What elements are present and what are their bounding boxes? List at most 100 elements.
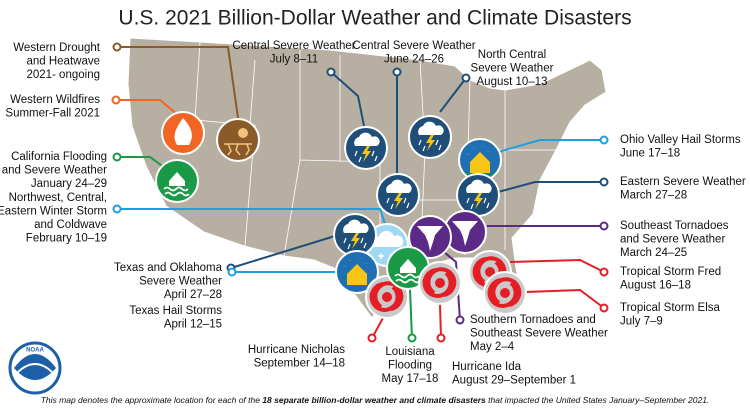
leader-line bbox=[443, 251, 461, 321]
leader-line bbox=[525, 288, 605, 309]
event-label: June 24–26 bbox=[384, 54, 444, 66]
icon-glyph bbox=[418, 121, 444, 135]
icon-severe bbox=[333, 213, 377, 257]
event-label: July 8–11 bbox=[270, 54, 318, 66]
icon-severe bbox=[344, 126, 388, 170]
event-label: Central Severe Weather bbox=[352, 40, 475, 52]
event-label: and Severe Weather bbox=[620, 234, 725, 246]
icon-glyph bbox=[351, 233, 360, 249]
event-label: Southern Tornadoes and bbox=[470, 314, 596, 326]
leader-dot bbox=[461, 73, 471, 83]
leader-line bbox=[439, 303, 442, 339]
disaster-icons bbox=[155, 111, 527, 319]
footnote-emphasis: 18 separate billion-dollar weather and c… bbox=[262, 395, 486, 405]
icon-glyph bbox=[452, 221, 478, 246]
event-label: Tropical Storm Elsa bbox=[620, 302, 721, 314]
icon-glyph bbox=[354, 132, 380, 146]
event-label: Texas and Oklahoma bbox=[114, 262, 223, 274]
leader-dot bbox=[227, 267, 237, 277]
event-label: Ohio Valley Hail Storms bbox=[620, 134, 741, 146]
event-label: Southeast Tornadoes bbox=[620, 220, 729, 232]
event-label: Western Drought bbox=[13, 42, 101, 54]
event-label: September 14–18 bbox=[254, 358, 345, 370]
leader-dot bbox=[599, 177, 609, 187]
event-label: May 17–18 bbox=[382, 373, 439, 385]
icon-glyph bbox=[354, 150, 378, 163]
leader-line bbox=[117, 208, 386, 225]
event-label: California Flooding bbox=[11, 151, 107, 163]
icon-glyph bbox=[417, 226, 443, 251]
icon-glyph bbox=[474, 193, 483, 209]
event-label: and Heatwave bbox=[26, 56, 100, 68]
icon-eye bbox=[435, 278, 445, 288]
leader-dot bbox=[407, 333, 417, 343]
leader-dot bbox=[392, 67, 402, 77]
event-label: April 12–15 bbox=[164, 319, 222, 331]
event-label: and Coldwave bbox=[34, 219, 107, 231]
footnote: This map denotes the approximate locatio… bbox=[41, 395, 710, 405]
event-label: Eastern Severe Weather bbox=[620, 176, 746, 188]
icon-eye bbox=[382, 292, 392, 302]
event-label: Northwest, Central, bbox=[9, 192, 107, 204]
icon-glyph bbox=[163, 186, 190, 197]
leader-dot bbox=[111, 95, 121, 105]
icon-circle bbox=[216, 118, 260, 162]
icon-glyph bbox=[343, 219, 369, 233]
icon-glyph bbox=[386, 179, 412, 193]
leader-dot bbox=[599, 221, 609, 231]
footnote-text: that impacted the United States January–… bbox=[486, 395, 710, 405]
icon-glyph bbox=[394, 273, 421, 284]
leader-line bbox=[439, 77, 467, 113]
leader-dot bbox=[599, 303, 609, 313]
leader-dot bbox=[112, 42, 122, 52]
event-label: Severe Weather bbox=[471, 63, 554, 75]
logo-text: NOAA bbox=[26, 348, 44, 354]
icon-glyph bbox=[169, 172, 185, 186]
event-label: Flooding bbox=[388, 360, 432, 372]
event-label: April 27–28 bbox=[164, 289, 222, 301]
event-label: Hurricane Ida bbox=[452, 361, 522, 373]
leader-dot bbox=[367, 333, 377, 343]
event-label: May 2–4 bbox=[470, 341, 515, 353]
event-label: Louisiana bbox=[385, 346, 435, 358]
icon-tornado bbox=[408, 215, 452, 259]
leader-line bbox=[230, 235, 336, 269]
event-label: North Central bbox=[478, 49, 546, 61]
event-label: Summer-Fall 2021 bbox=[5, 108, 100, 120]
leader-dot bbox=[599, 135, 609, 145]
noaa-logo: NOAA bbox=[8, 341, 62, 395]
event-label: 2021- ongoing bbox=[26, 69, 100, 81]
icon-glyph bbox=[422, 267, 457, 298]
leader-dot bbox=[326, 67, 336, 77]
icon-glyph bbox=[343, 237, 367, 250]
leader-dot bbox=[436, 333, 446, 343]
icon-glyph bbox=[418, 139, 442, 152]
icon-sun bbox=[238, 128, 248, 138]
leader-line bbox=[509, 258, 605, 273]
leader-dot bbox=[455, 315, 465, 325]
leader-line bbox=[409, 288, 413, 339]
icon-glyph bbox=[470, 152, 490, 173]
leader-line bbox=[116, 99, 179, 116]
leader-dot bbox=[112, 204, 122, 214]
leader-line bbox=[117, 46, 239, 119]
icon-glyph bbox=[347, 264, 367, 285]
icon-glyph bbox=[400, 259, 416, 273]
icon-drought bbox=[216, 118, 260, 162]
icon-hurricane bbox=[418, 261, 462, 305]
leader-dot bbox=[112, 152, 122, 162]
icon-eye bbox=[500, 288, 510, 298]
title: U.S. 2021 Billion-Dollar Weather and Cli… bbox=[118, 7, 631, 30]
icon-glyph bbox=[487, 277, 522, 308]
icon-glyph bbox=[369, 281, 404, 312]
icon-severe bbox=[376, 173, 420, 217]
event-label: Texas Hail Storms bbox=[129, 305, 222, 317]
event-label: Eastern Winter Storm bbox=[0, 206, 107, 218]
icon-glyph bbox=[224, 143, 252, 156]
icon-hurricane bbox=[483, 271, 527, 315]
icon-glyph bbox=[343, 258, 368, 267]
event-label: March 27–28 bbox=[620, 190, 687, 202]
icon-severe bbox=[456, 173, 500, 217]
footnote-text: This map denotes the approximate locatio… bbox=[41, 395, 263, 405]
leader-lines bbox=[111, 42, 609, 343]
